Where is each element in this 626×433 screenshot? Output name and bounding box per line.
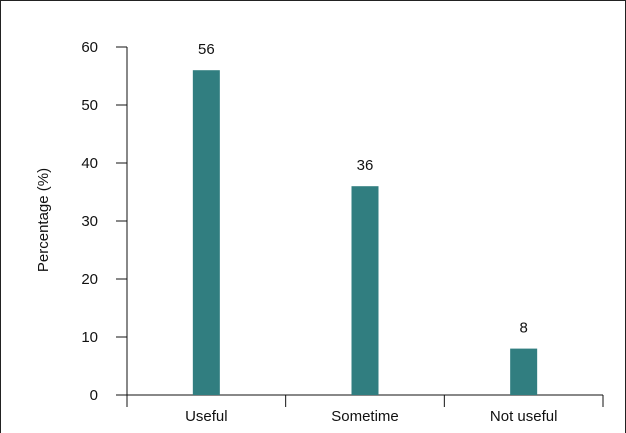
x-tick-label: Useful (185, 408, 228, 425)
y-axis: 0 10 20 30 40 50 60 (81, 39, 128, 404)
y-tick-label: 30 (81, 213, 98, 230)
bar (351, 186, 379, 395)
y-tick-label: 20 (81, 271, 98, 288)
y-tick-label: 40 (81, 155, 98, 172)
data-label: 8 (519, 320, 527, 337)
bars (192, 70, 538, 395)
y-tick-label: 10 (81, 329, 98, 346)
y-tick-label: 60 (81, 39, 98, 56)
data-label: 36 (357, 157, 374, 174)
data-label: 56 (198, 41, 215, 58)
x-tick-label: Sometime (331, 408, 399, 425)
y-tick-label: 50 (81, 97, 98, 114)
bar (192, 70, 220, 395)
data-labels: 56 36 8 (198, 41, 528, 336)
x-tick-label: Not useful (490, 408, 558, 425)
x-axis: Useful Sometime Not useful (126, 394, 604, 425)
y-axis-label: Percentage (%) (35, 168, 52, 272)
y-tick-label: 0 (90, 387, 98, 404)
bar (510, 348, 538, 395)
